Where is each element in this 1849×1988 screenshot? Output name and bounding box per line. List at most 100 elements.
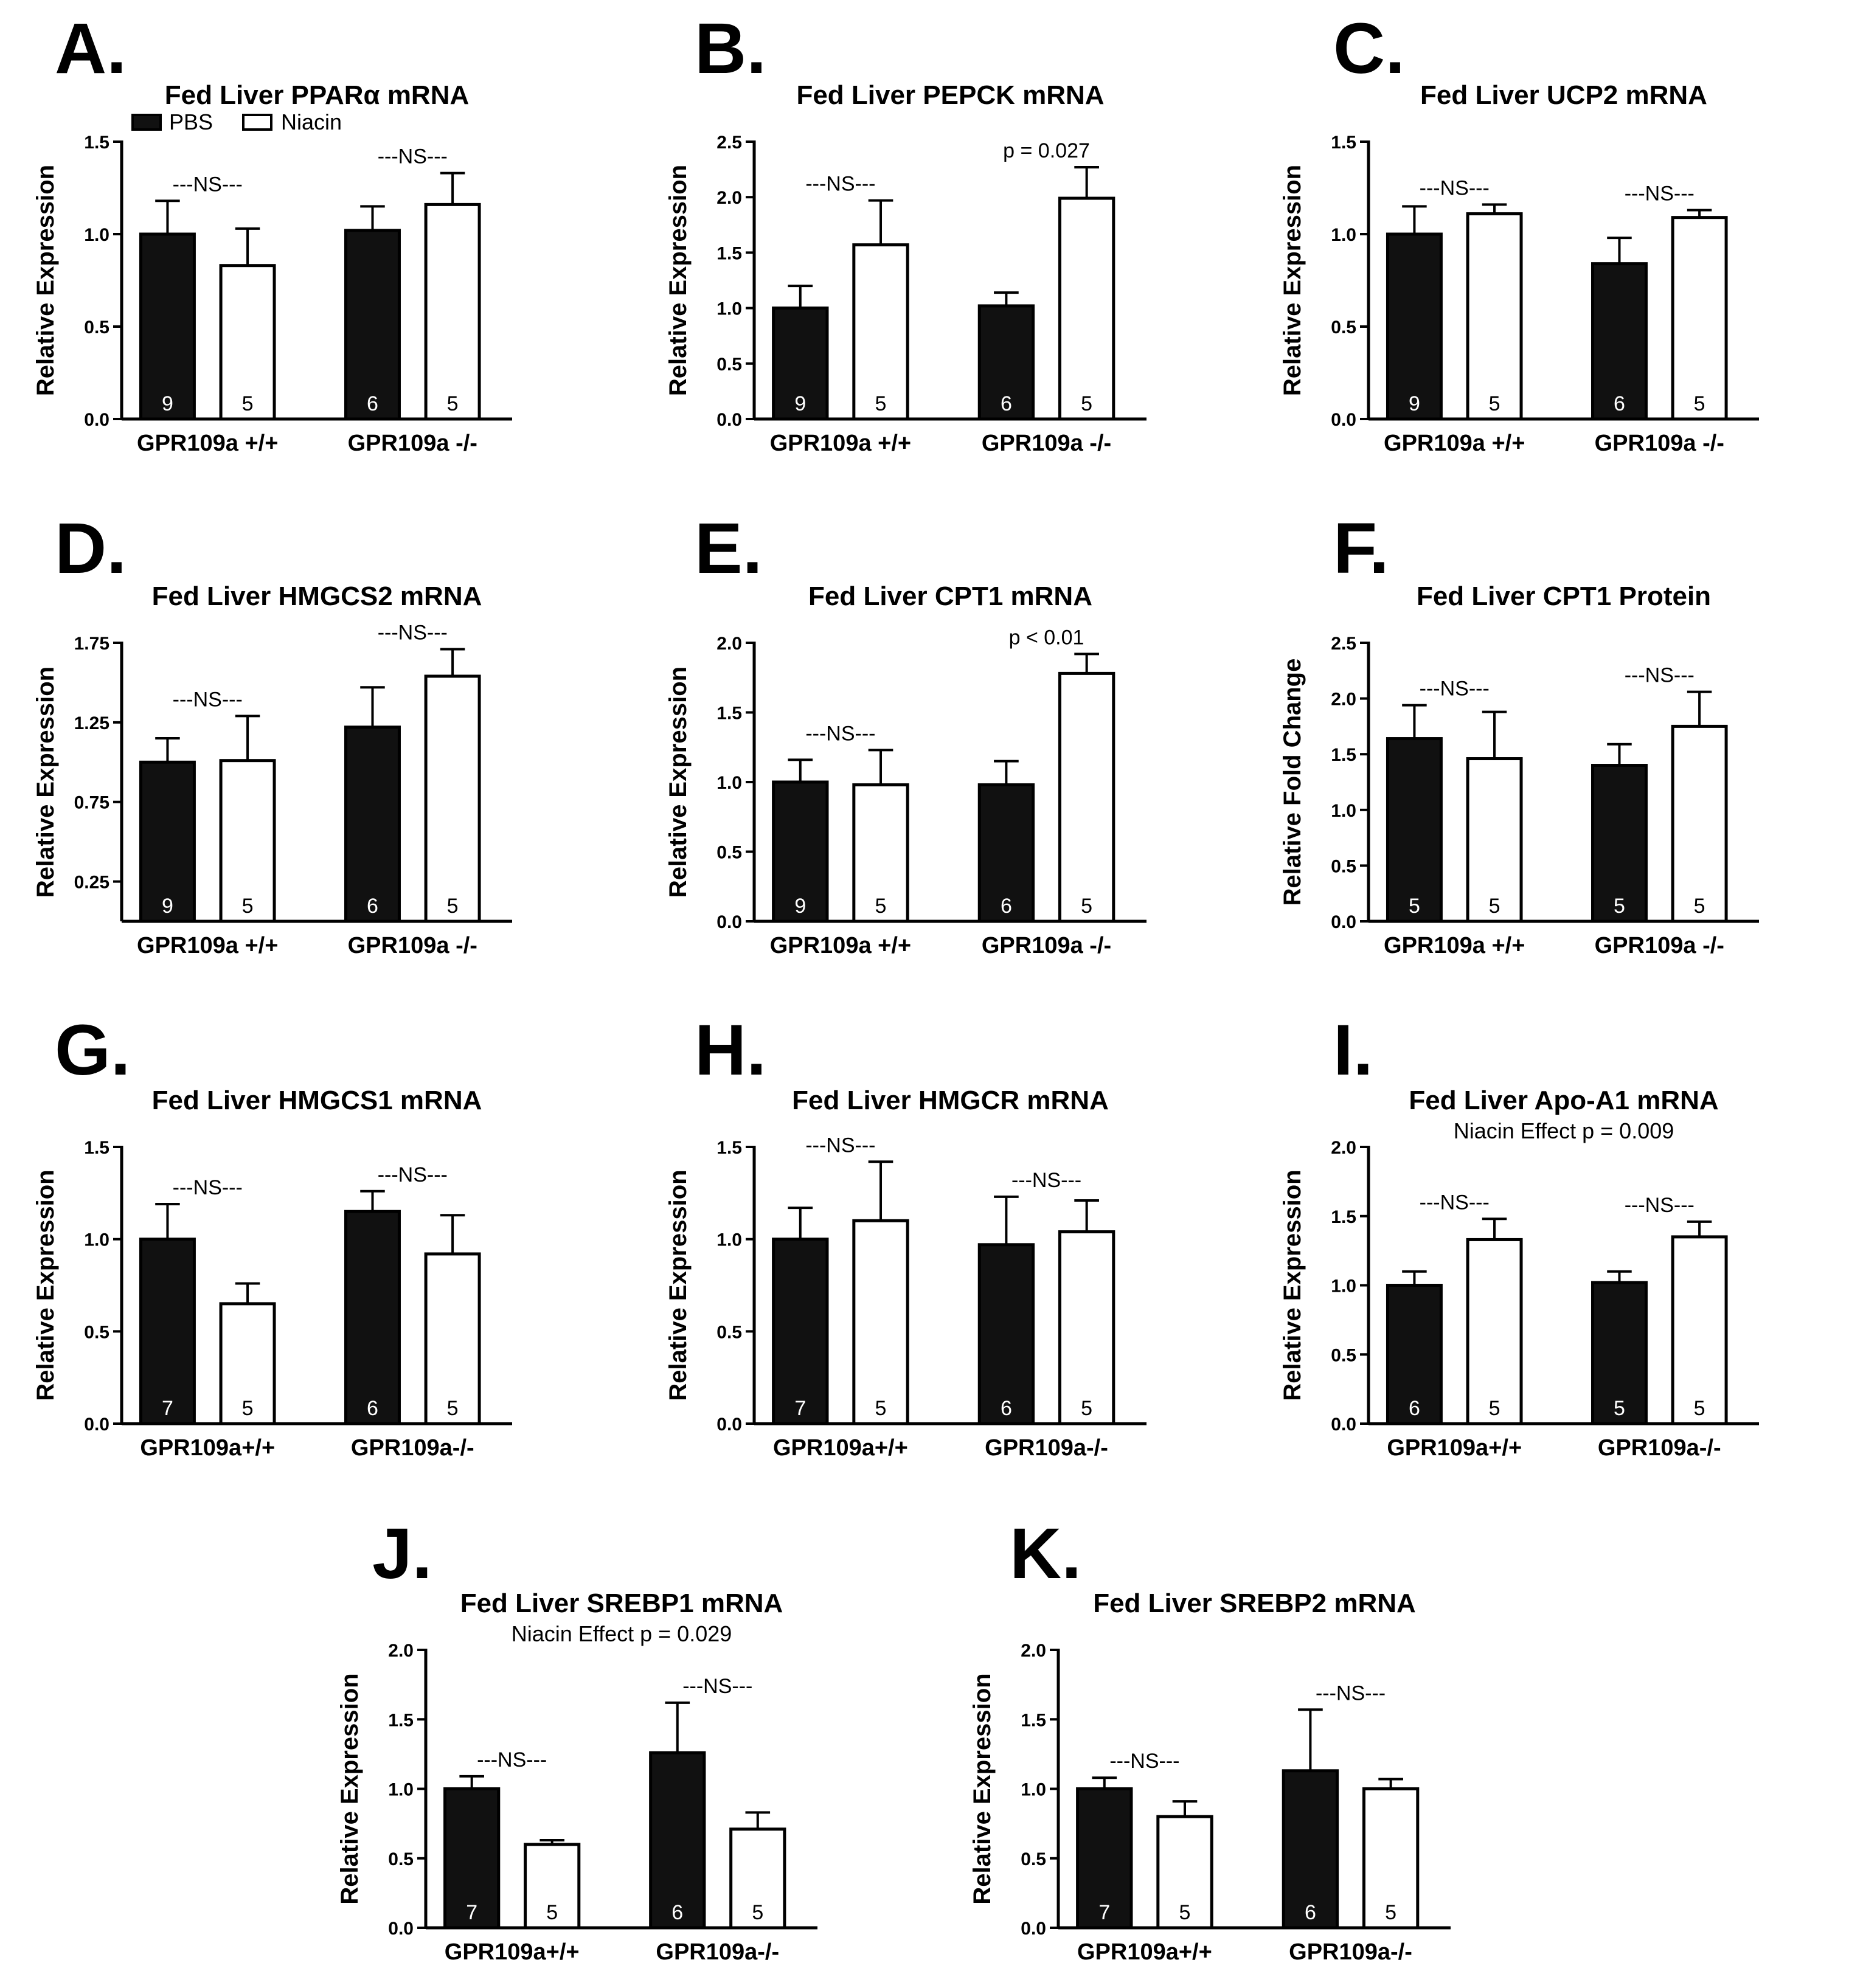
y-tick-label: 1.0	[716, 773, 742, 793]
bar-niacin	[1058, 671, 1115, 923]
y-axis-label: Relative Expression	[1279, 165, 1306, 396]
y-axis-label: Relative Expression	[665, 165, 692, 396]
panel-a: A. Fed Liver PPARα mRNA Relative Expressio…	[32, 9, 512, 456]
significance-label: ---NS---	[378, 1163, 448, 1186]
y-tick-label: 1.5	[1331, 133, 1356, 153]
y-tick-label: 1.0	[1331, 225, 1356, 245]
bar-pbs	[977, 304, 1035, 421]
y-tick-label: 1.25	[74, 713, 109, 733]
bar-pbs	[139, 232, 196, 421]
bar-niacin	[852, 1219, 909, 1425]
category-label: GPR109a +/+	[137, 933, 278, 958]
y-tick-label: 1.0	[1331, 1276, 1356, 1297]
n-label: 5	[1694, 895, 1705, 918]
y-axis-label: Relative Expression	[32, 165, 59, 396]
y-tick-label: 2.0	[1331, 1138, 1356, 1158]
y-tick-label: 0.0	[84, 1415, 109, 1435]
n-label: 9	[1409, 392, 1420, 415]
y-axis-label: Relative Expression	[32, 667, 59, 898]
panel-letter: C.	[1333, 9, 1405, 89]
bar-pbs	[649, 1751, 706, 1930]
n-label: 5	[1409, 895, 1420, 918]
y-tick-label: 1.5	[388, 1710, 414, 1730]
n-label: 9	[162, 895, 173, 918]
significance-label: ---NS---	[1109, 1750, 1179, 1773]
n-label: 6	[1409, 1397, 1420, 1420]
n-label: 6	[1305, 1901, 1316, 1924]
chart-title: Fed Liver UCP2 mRNA	[1420, 80, 1707, 110]
bar-niacin	[1671, 1235, 1728, 1425]
chart-subtitle: Niacin Effect p = 0.029	[512, 1621, 732, 1646]
n-label: 5	[1694, 1397, 1705, 1420]
n-label: 7	[794, 1397, 806, 1420]
y-tick-label: 1.5	[84, 133, 109, 153]
y-tick-label: 0.5	[716, 843, 742, 863]
bar-niacin	[219, 264, 276, 421]
n-label: 7	[466, 1901, 477, 1924]
category-label: GPR109a+/+	[1077, 1939, 1212, 1965]
n-label: 5	[1081, 1397, 1092, 1420]
n-label: 9	[794, 392, 806, 415]
significance-label: ---NS---	[682, 1675, 752, 1698]
significance-label: ---NS---	[1625, 1194, 1695, 1217]
y-axis-label: Relative Expression	[665, 1169, 692, 1401]
y-tick-label: 0.25	[74, 873, 109, 893]
y-axis-label: Relative Expression	[336, 1673, 363, 1904]
bar-niacin	[219, 1302, 276, 1425]
y-tick-label: 0.0	[1021, 1919, 1046, 1939]
category-label: GPR109a -/-	[1595, 933, 1724, 958]
panel-letter: A.	[55, 9, 127, 89]
n-label: 5	[1614, 895, 1625, 918]
bar-pbs	[1591, 764, 1648, 923]
y-tick-label: 0.5	[1331, 856, 1356, 876]
panel-letter: B.	[695, 9, 766, 89]
n-label: 5	[752, 1901, 763, 1924]
chart-title: Fed Liver PPARα mRNA	[165, 80, 470, 110]
y-tick-label: 0.0	[1331, 410, 1356, 430]
n-label: 5	[1489, 895, 1500, 918]
bar-pbs	[139, 760, 196, 923]
category-label: GPR109a +/+	[770, 431, 911, 456]
n-label: 5	[242, 392, 254, 415]
significance-label: ---NS---	[378, 145, 448, 168]
bar-niacin	[219, 759, 276, 923]
y-tick-label: 2.0	[388, 1641, 414, 1661]
bar-pbs	[772, 1238, 829, 1425]
y-tick-label: 0.0	[84, 410, 109, 430]
panel-letter: H.	[695, 1010, 766, 1090]
category-label: GPR109a-/-	[985, 1435, 1108, 1461]
significance-label: ---NS---	[1420, 1191, 1490, 1214]
n-label: 5	[1385, 1901, 1396, 1924]
category-label: GPR109a-/-	[351, 1435, 474, 1461]
category-label: GPR109a+/+	[1387, 1435, 1522, 1461]
category-label: GPR109a+/+	[445, 1939, 580, 1965]
category-label: GPR109a-/-	[1598, 1435, 1721, 1461]
n-label: 6	[1001, 895, 1012, 918]
n-label: 5	[1614, 1397, 1625, 1420]
chart-title: Fed Liver SREBP2 mRNA	[1093, 1588, 1416, 1618]
chart-title: Fed Liver HMGCS1 mRNA	[152, 1086, 482, 1115]
significance-label: ---NS---	[173, 1176, 243, 1199]
significance-label: ---NS---	[805, 1134, 875, 1157]
n-label: 6	[1614, 392, 1625, 415]
panel-letter: D.	[55, 508, 127, 589]
bar-niacin	[1466, 1238, 1523, 1425]
category-label: GPR109a -/-	[982, 431, 1111, 456]
panel-g: G. Fed Liver HMGCS1 mRNA Relative Expressi…	[32, 1010, 512, 1461]
n-label: 5	[447, 392, 459, 415]
panel-c: C. Fed Liver UCP2 mRNA Relative Expression…	[1279, 9, 1759, 456]
bar-pbs	[1591, 262, 1648, 421]
category-label: GPR109a +/+	[137, 431, 278, 456]
category-label: GPR109a -/-	[348, 933, 477, 958]
panel-letter: F.	[1333, 508, 1389, 589]
bar-niacin	[1671, 216, 1728, 421]
bar-niacin	[424, 203, 481, 421]
panel-letter: K.	[1010, 1514, 1081, 1594]
y-tick-label: 1.0	[388, 1780, 414, 1800]
bar-pbs	[344, 1210, 401, 1425]
bar-niacin	[729, 1827, 786, 1930]
category-label: GPR109a+/+	[773, 1435, 908, 1461]
panel-letter: J.	[372, 1514, 432, 1594]
significance-label: ---NS---	[1625, 664, 1695, 687]
